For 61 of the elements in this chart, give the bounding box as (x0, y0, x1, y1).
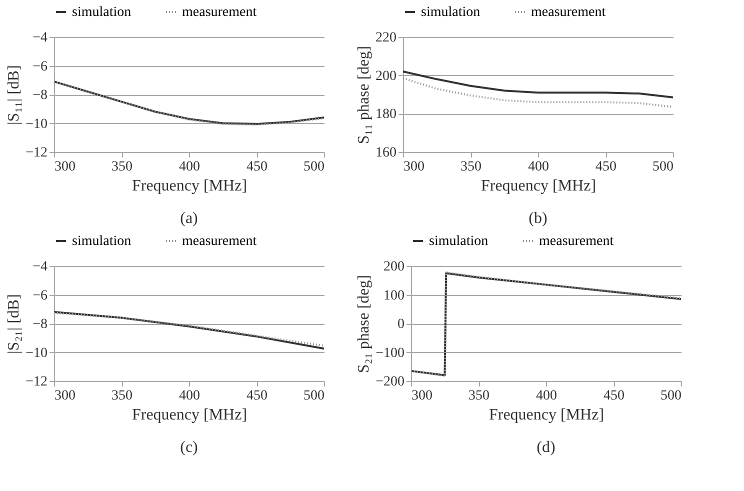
line-series (402, 77, 674, 108)
x-axis-title: Frequency [MHz] (132, 406, 248, 424)
x-tick-label: 400 (179, 160, 200, 174)
x-tick-label: 300 (404, 160, 424, 174)
x-axis-title: Frequency [MHz] (480, 178, 596, 194)
y-tick-label: 200 (376, 68, 396, 84)
y-tick-label: −8 (32, 88, 48, 103)
x-tick-label: 350 (112, 160, 132, 174)
text: (b) (528, 210, 548, 227)
y-tick-label: −6 (32, 59, 48, 74)
y-tick-label: 200 (384, 260, 404, 274)
y-tick-label: −12 (26, 374, 48, 390)
legend-label: simulation (72, 234, 132, 249)
legend-label: simulation (72, 5, 132, 20)
x-tick-label: 450 (246, 388, 268, 404)
text: (c) (180, 439, 198, 456)
legend-label: measurement (182, 234, 257, 249)
x-tick-label: 450 (246, 160, 268, 174)
x-tick-label: 350 (468, 388, 490, 404)
legend-label: measurement (182, 5, 257, 20)
line-series (402, 70, 674, 98)
x-tick-label: 500 (304, 388, 324, 404)
y-tick-label: 180 (376, 107, 396, 122)
y-tick-label: 220 (376, 30, 396, 46)
x-tick-label: 400 (528, 160, 549, 174)
y-tick-label: −10 (26, 116, 48, 132)
y-axis-title: S₁₁ phase [deg] (356, 46, 372, 144)
text: (d) (536, 439, 556, 456)
x-tick-label: 350 (460, 160, 482, 174)
x-tick-label: 450 (596, 160, 616, 174)
x-tick-label: 300 (54, 160, 76, 174)
legend-label: simulation (421, 5, 480, 20)
legend-label: measurement (539, 234, 614, 249)
y-tick-label: −6 (32, 288, 48, 304)
text: (a) (180, 210, 198, 227)
x-axis-title: Frequency [MHz] (488, 406, 604, 424)
y-tick-label: −8 (32, 317, 48, 332)
x-tick-label: 450 (604, 388, 624, 404)
y-axis-title: |S₂₁| [dB] (6, 294, 23, 354)
y-tick-label: −200 (376, 374, 404, 390)
y-tick-label: 160 (376, 146, 396, 160)
y-tick-label: −12 (26, 146, 48, 160)
y-axis-title: |S₁₁| [dB] (6, 65, 23, 125)
x-tick-label: 500 (652, 160, 674, 174)
y-tick-label: −4 (32, 260, 48, 274)
x-tick-label: 400 (536, 388, 557, 404)
y-axis-title: S₂₁ phase [deg] (356, 274, 373, 374)
x-tick-label: 300 (54, 388, 76, 404)
y-tick-label: −100 (376, 346, 404, 361)
x-tick-label: 300 (412, 388, 432, 404)
x-tick-label: 400 (179, 388, 200, 404)
y-tick-label: 100 (384, 288, 404, 304)
y-tick-label: 0 (398, 317, 404, 332)
x-tick-label: 350 (112, 388, 132, 404)
x-tick-label: 500 (660, 388, 682, 404)
y-tick-label: −10 (26, 346, 48, 361)
legend-label: measurement (531, 5, 606, 20)
legend-label: simulation (429, 234, 488, 249)
x-axis-title: Frequency [MHz] (132, 178, 248, 194)
y-tick-label: −4 (32, 30, 48, 46)
x-tick-label: 500 (304, 160, 324, 174)
